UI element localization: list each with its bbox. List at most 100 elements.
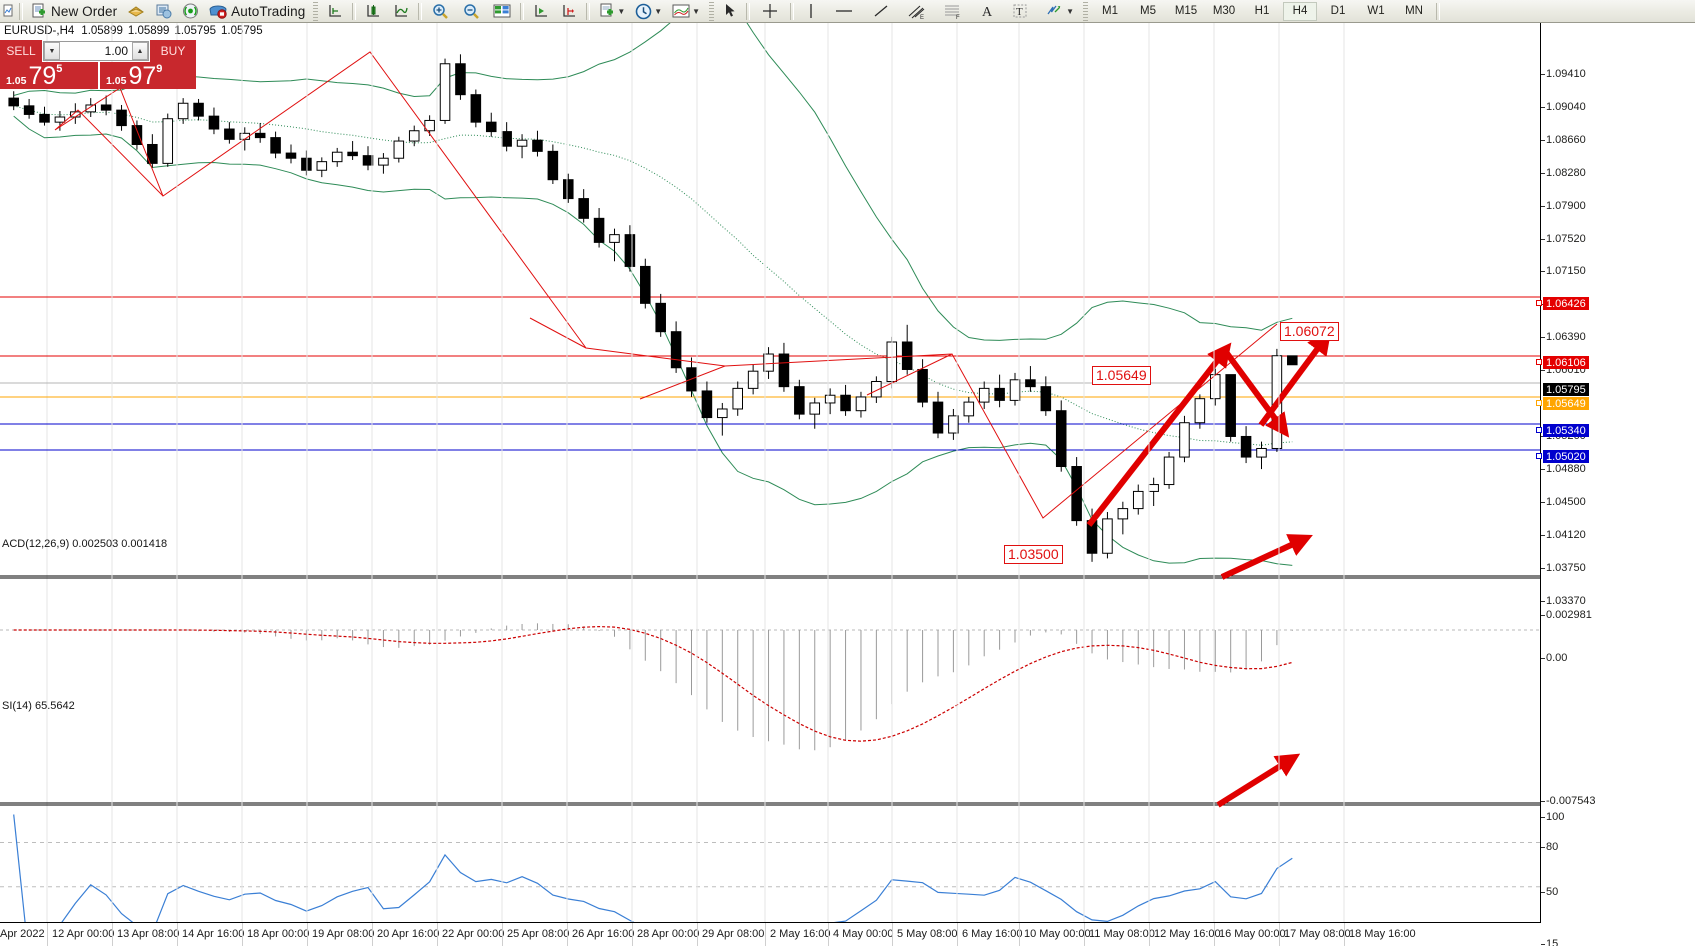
data-window-icon[interactable] xyxy=(493,4,511,19)
arrows-icon[interactable] xyxy=(1045,3,1063,19)
timeframe-button-m15[interactable]: M15 xyxy=(1174,5,1198,17)
timeframe-button-h1[interactable]: H1 xyxy=(1254,5,1270,17)
zoom-out-icon[interactable] xyxy=(463,3,480,20)
text-icon[interactable]: T xyxy=(1012,3,1028,19)
timeframe-button-d1[interactable]: D1 xyxy=(1330,5,1346,17)
volume-decrease-button[interactable]: ▼ xyxy=(44,42,60,60)
time-axis-tick xyxy=(632,923,633,946)
candle-body xyxy=(1071,466,1082,522)
time-axis-tick xyxy=(1279,923,1280,946)
toolbar-grip-3[interactable] xyxy=(1083,1,1089,21)
autotrading-button[interactable]: AutoTrading xyxy=(204,1,310,22)
line-chart-icon[interactable] xyxy=(393,3,409,19)
volume-value[interactable]: 1.00 xyxy=(104,44,128,58)
price-annotation-label[interactable]: 1.06072 xyxy=(1280,322,1339,341)
volume-stepper[interactable]: ▼ 1.00 ▲ xyxy=(43,41,149,61)
forecast-arrow[interactable] xyxy=(1220,534,1313,580)
time-axis-label: 16 May 00:00 xyxy=(1219,928,1286,940)
price-level-tag[interactable]: 1.05795 xyxy=(1543,383,1589,396)
price-annotation-label[interactable]: 1.03500 xyxy=(1004,545,1063,564)
price-axis-tick xyxy=(1541,173,1545,174)
price-level-tag[interactable]: 1.05020 xyxy=(1543,450,1589,463)
indicators-dropdown-arrow[interactable]: ▼ xyxy=(617,6,626,16)
forecast-arrow[interactable] xyxy=(1216,753,1301,808)
sell-button[interactable]: SELL xyxy=(0,40,42,62)
price-pane[interactable] xyxy=(0,23,1540,566)
time-axis-tick xyxy=(957,923,958,946)
expert-advisor-icon[interactable] xyxy=(127,3,145,19)
price-level-handle[interactable] xyxy=(1536,400,1542,406)
new-order-button[interactable]: New Order xyxy=(26,1,122,22)
buy-button[interactable]: BUY xyxy=(150,40,196,62)
price-level-handle[interactable] xyxy=(1536,453,1542,459)
fibonacci-icon[interactable]: F xyxy=(943,3,963,21)
price-level-handle[interactable] xyxy=(1536,359,1542,365)
horizontal-line-icon[interactable] xyxy=(834,4,854,18)
arrows-dropdown-arrow[interactable]: ▼ xyxy=(1066,6,1075,16)
crosshair-icon[interactable] xyxy=(761,2,779,20)
price-level-handle[interactable] xyxy=(1536,427,1542,433)
price-level-tag[interactable]: 1.05340 xyxy=(1543,424,1589,437)
signals-icon[interactable] xyxy=(182,3,199,19)
price-level-tag[interactable]: 1.06426 xyxy=(1543,297,1589,310)
text-label-icon[interactable]: A xyxy=(980,3,994,20)
trendline-icon[interactable] xyxy=(872,3,890,19)
one-click-trading-panel[interactable]: SELL ▼ 1.00 ▲ BUY 1.05 79 5 1.05 97 9 xyxy=(0,40,196,89)
timeframe-button-w1[interactable]: W1 xyxy=(1367,5,1385,17)
crosshair-axes-icon[interactable] xyxy=(327,3,343,19)
bar-chart-icon[interactable] xyxy=(365,3,381,19)
price-level-tag[interactable]: 1.06106 xyxy=(1543,356,1589,369)
vertical-line-icon[interactable] xyxy=(806,2,816,20)
metaeditor-icon[interactable] xyxy=(155,3,172,19)
period-icon[interactable] xyxy=(635,3,652,20)
rsi-pane[interactable] xyxy=(0,753,1540,922)
candle-body xyxy=(100,104,112,111)
period-dropdown-arrow[interactable]: ▼ xyxy=(654,6,663,16)
timeframe-button-m5[interactable]: M5 xyxy=(1140,5,1156,17)
volume-increase-button[interactable]: ▲ xyxy=(132,42,148,60)
chart-shift-icon[interactable] xyxy=(533,3,549,19)
timeframe-button-m30[interactable]: M30 xyxy=(1212,5,1236,17)
time-axis-tick xyxy=(1084,923,1085,946)
macd-pane[interactable] xyxy=(0,534,1540,751)
templates-dropdown-arrow[interactable]: ▼ xyxy=(692,6,701,16)
macd-histogram xyxy=(198,623,1293,751)
cursor-icon[interactable] xyxy=(724,3,736,19)
candle-body xyxy=(578,198,589,219)
toolbar-separator-6 xyxy=(746,2,751,20)
indicator-axis-label: 50 xyxy=(1546,886,1559,898)
candle-body xyxy=(408,130,420,142)
time-axis-label: 12 May 16:00 xyxy=(1154,928,1221,940)
candle-body xyxy=(532,139,543,152)
indicators-icon[interactable] xyxy=(599,3,615,19)
timeframe-bar: M1 M5 M15 M30 H1 H4 D1 W1 MN xyxy=(1091,1,1433,21)
price-annotation-label[interactable]: 1.05649 xyxy=(1092,366,1151,385)
forecast-arrow[interactable] xyxy=(1258,330,1332,427)
chart-canvas[interactable] xyxy=(0,23,1541,922)
forecast-arrow[interactable] xyxy=(1086,342,1232,527)
timeframe-button-m1[interactable]: M1 xyxy=(1102,5,1118,17)
toolbar-grip[interactable] xyxy=(313,1,319,21)
zoom-in-icon[interactable] xyxy=(432,3,449,20)
candle-body xyxy=(177,102,189,120)
time-axis[interactable]: Apr 2022 12 Apr 00:00 13 Apr 08:00 14 Apr 1… xyxy=(0,922,1541,946)
equidistant-channel-icon[interactable]: E xyxy=(907,3,927,21)
time-axis-tick xyxy=(1214,923,1215,946)
price-level-tag[interactable]: 1.05649 xyxy=(1543,397,1589,410)
buy-price-display[interactable]: 1.05 97 9 xyxy=(98,62,196,89)
zigzag-trendlines[interactable] xyxy=(54,51,1278,519)
forecast-arrow[interactable] xyxy=(1223,350,1290,438)
sell-price-display[interactable]: 1.05 79 5 xyxy=(0,62,98,89)
forecast-arrows[interactable] xyxy=(1086,330,1332,527)
indicator-axis-tick xyxy=(1541,658,1545,659)
templates-icon[interactable] xyxy=(672,4,690,19)
candle-body xyxy=(285,152,297,159)
candle-body xyxy=(994,387,1005,401)
auto-scroll-icon[interactable] xyxy=(561,3,577,19)
price-level-handle[interactable] xyxy=(1536,300,1542,306)
toolbar-grip-2[interactable] xyxy=(709,1,715,21)
timeframe-button-h4[interactable]: H4 xyxy=(1283,1,1318,21)
timeframe-button-mn[interactable]: MN xyxy=(1405,5,1423,17)
toolbar-separator-3 xyxy=(418,2,423,20)
chart-new-icon[interactable] xyxy=(2,4,16,19)
